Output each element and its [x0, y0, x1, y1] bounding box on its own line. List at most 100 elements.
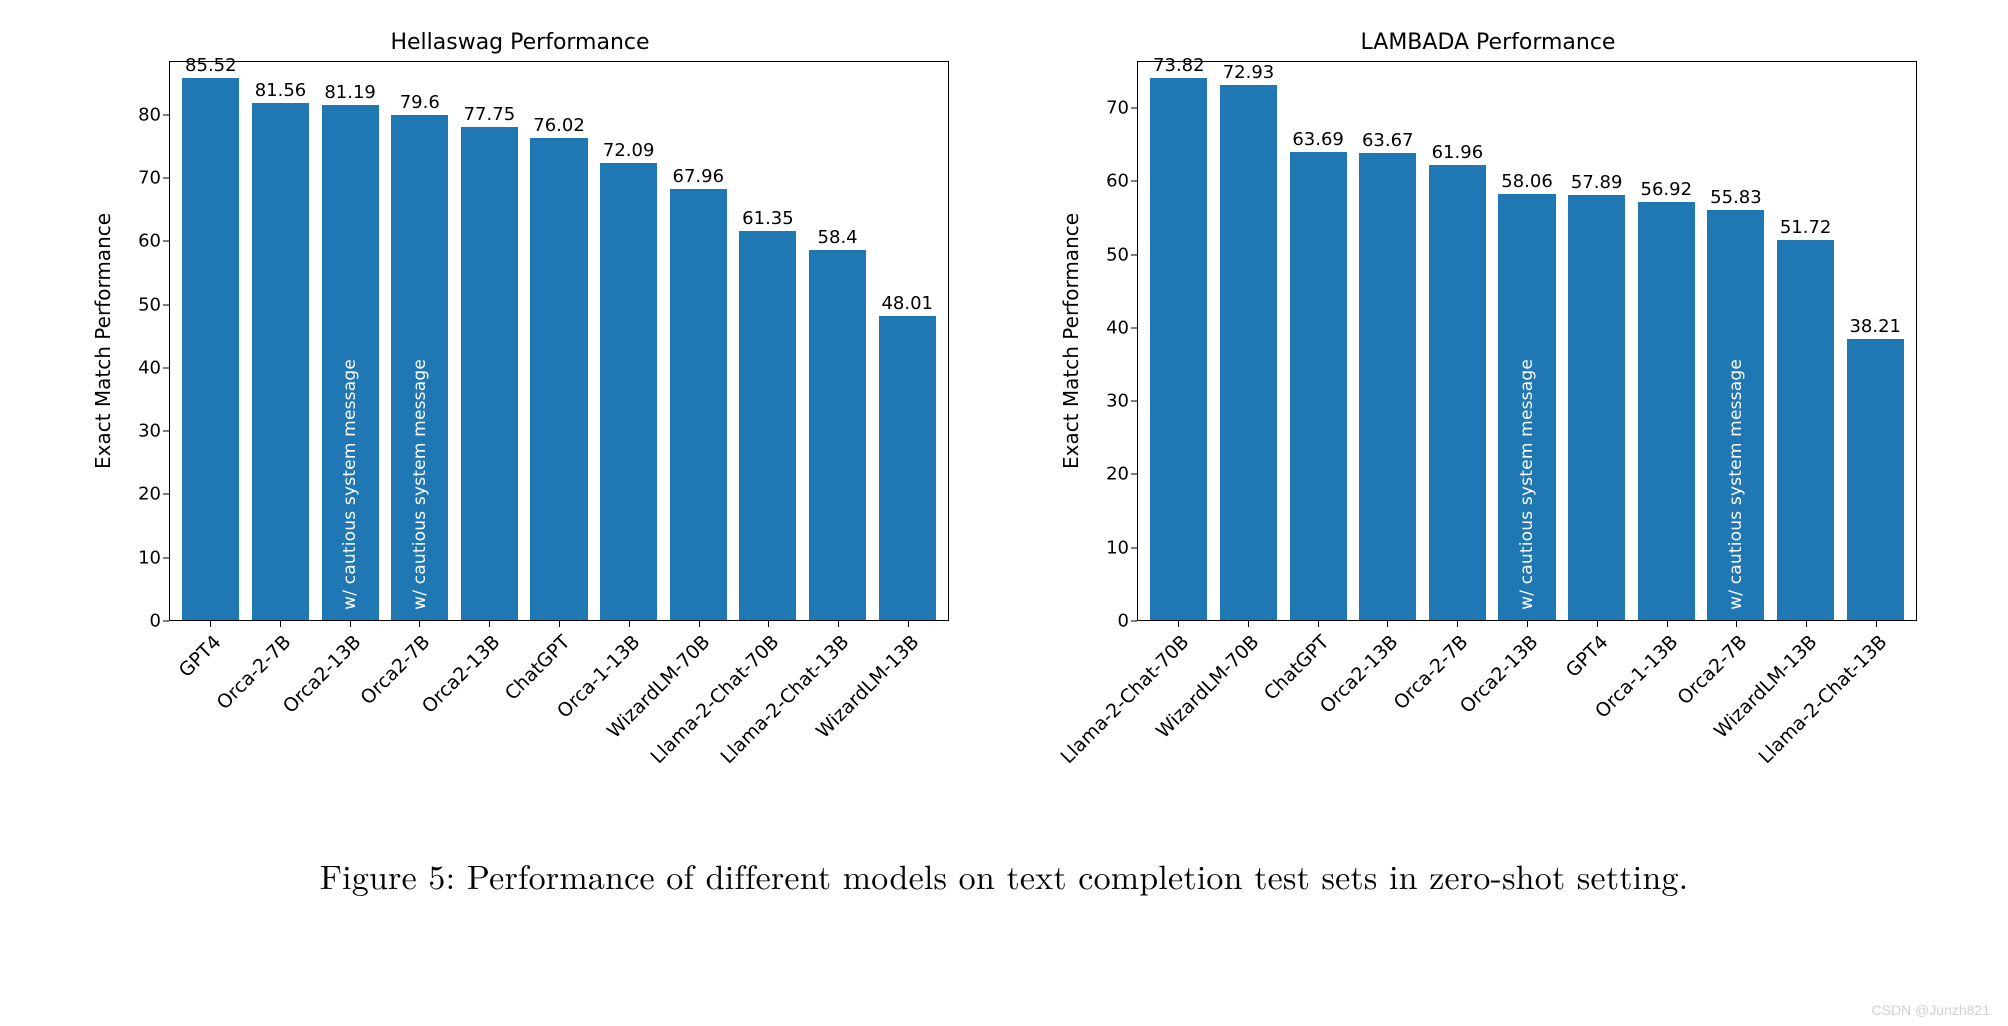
- x-tick-mark: [629, 621, 630, 627]
- bar-slot: 73.82: [1144, 62, 1214, 620]
- y-tick-label: 40: [138, 357, 161, 378]
- plot-wrap: Exact Match Performance 010203040506070 …: [1059, 61, 1917, 831]
- bar: 77.75: [461, 127, 518, 620]
- bar: 56.92: [1638, 202, 1695, 620]
- x-tick-mark: [1527, 621, 1528, 627]
- bar: 85.52: [182, 78, 239, 620]
- x-ticks: GPT4Orca-2-7BOrca2-13BOrca2-7BOrca2-13BC…: [169, 621, 949, 831]
- bar-value-label: 72.93: [1223, 62, 1275, 85]
- x-tick-mark: [1597, 621, 1598, 627]
- bar-slot: 72.93: [1214, 62, 1284, 620]
- y-tick-label: 50: [1106, 244, 1129, 265]
- x-tick-mark: [559, 621, 560, 627]
- plot-column: 73.8272.9363.6963.6761.9658.06w/ cautiou…: [1137, 61, 1917, 831]
- bar-note: w/ cautious system message: [340, 359, 360, 610]
- bar: 63.69: [1290, 152, 1347, 620]
- bar-value-label: 58.4: [818, 227, 858, 250]
- bar-slot: 63.67: [1353, 62, 1423, 620]
- bar-slot: 79.6w/ cautious system message: [385, 62, 455, 620]
- bar-slot: 77.75: [455, 62, 525, 620]
- bar: 67.96: [670, 189, 727, 620]
- y-axis: 010203040506070: [1089, 61, 1137, 621]
- y-tick-label: 20: [1106, 464, 1129, 485]
- bar-value-label: 57.89: [1571, 172, 1623, 195]
- bar: 73.82: [1150, 78, 1207, 620]
- bar: 38.21: [1847, 339, 1904, 620]
- bar-slot: 61.35: [733, 62, 803, 620]
- bar: 58.06w/ cautious system message: [1498, 194, 1555, 620]
- bar-slot: 85.52: [176, 62, 246, 620]
- x-tick-mark: [1876, 621, 1877, 627]
- y-tick-label: 0: [1118, 611, 1129, 632]
- bar-slot: 38.21: [1840, 62, 1910, 620]
- x-tick-slot: Orca2-13B: [454, 621, 524, 831]
- bar: 51.72: [1777, 240, 1834, 620]
- bar-value-label: 63.69: [1292, 129, 1344, 152]
- y-tick-label: 70: [138, 167, 161, 188]
- x-tick-mark: [1387, 621, 1388, 627]
- bar-value-label: 61.35: [742, 208, 794, 231]
- x-tick-slot: Orca2-13B: [315, 621, 385, 831]
- y-tick-label: 50: [138, 294, 161, 315]
- x-tick-mark: [280, 621, 281, 627]
- charts-row: Hellaswag Performance Exact Match Perfor…: [60, 30, 1948, 831]
- x-tick-slot: Orca-2-7B: [1422, 621, 1492, 831]
- x-tick-mark: [350, 621, 351, 627]
- y-tick-label: 80: [138, 104, 161, 125]
- x-tick-slot: Orca2-13B: [1352, 621, 1422, 831]
- bar-value-label: 77.75: [464, 104, 516, 127]
- y-tick-label: 30: [1106, 391, 1129, 412]
- bar-slot: 81.19w/ cautious system message: [315, 62, 385, 620]
- bar-value-label: 79.6: [400, 92, 440, 115]
- bar-value-label: 81.56: [255, 80, 307, 103]
- bar-value-label: 55.83: [1710, 187, 1762, 210]
- y-tick-label: 10: [1106, 537, 1129, 558]
- y-tick-label: 40: [1106, 317, 1129, 338]
- bar: 72.93: [1220, 85, 1277, 620]
- x-tick-mark: [419, 621, 420, 627]
- bar: 76.02: [530, 138, 587, 620]
- bar-note: w/ cautious system message: [1726, 359, 1746, 610]
- x-tick-mark: [908, 621, 909, 627]
- x-axis: GPT4Orca-2-7BOrca2-13BOrca2-7BOrca2-13BC…: [169, 621, 949, 831]
- watermark: CSDN @Junzh821: [1872, 1002, 1991, 1018]
- bar-slot: 61.96: [1423, 62, 1493, 620]
- x-tick-mark: [1178, 621, 1179, 627]
- x-ticks: Llama-2-Chat-70BWizardLM-70BChatGPTOrca2…: [1137, 621, 1917, 831]
- x-tick-slot: Orca-1-13B: [1632, 621, 1702, 831]
- x-tick-mark: [1806, 621, 1807, 627]
- bar: 55.83w/ cautious system message: [1707, 210, 1764, 620]
- bar-slot: 58.4: [803, 62, 873, 620]
- chart-panel-hellaswag: Hellaswag Performance Exact Match Perfor…: [60, 30, 980, 831]
- bar-value-label: 85.52: [185, 55, 237, 78]
- x-tick-label: GPT4: [1562, 631, 1613, 682]
- bars-container: 85.5281.5681.19w/ cautious system messag…: [170, 62, 948, 620]
- bar-slot: 51.72: [1771, 62, 1841, 620]
- bar-value-label: 63.67: [1362, 130, 1414, 153]
- y-axis-label: Exact Match Performance: [1059, 61, 1083, 621]
- bar-value-label: 51.72: [1780, 217, 1832, 240]
- bar: 72.09: [600, 163, 657, 620]
- bar-value-label: 72.09: [603, 140, 655, 163]
- bar: 48.01: [879, 316, 936, 620]
- page: Hellaswag Performance Exact Match Perfor…: [0, 0, 2008, 1026]
- bar: 81.56: [252, 103, 309, 620]
- bar-slot: 55.83 w/ cautious system message: [1701, 62, 1771, 620]
- bar-slot: 76.02: [524, 62, 594, 620]
- y-tick-label: 20: [138, 484, 161, 505]
- bar: 61.35: [739, 231, 796, 620]
- y-axis-label: Exact Match Performance: [91, 61, 115, 621]
- x-tick-mark: [1736, 621, 1737, 627]
- x-tick-mark: [768, 621, 769, 627]
- x-tick-slot: ChatGPT: [524, 621, 594, 831]
- x-tick-label: GPT4: [175, 631, 226, 682]
- chart-title: LAMBADA Performance: [1361, 30, 1616, 55]
- y-tick-label: 70: [1106, 97, 1129, 118]
- x-tick-label: Llama-2-Chat-70B: [1056, 631, 1193, 768]
- x-tick-slot: Llama-2-Chat-13B: [1841, 621, 1911, 831]
- y-tick-label: 60: [138, 231, 161, 252]
- bar-value-label: 76.02: [533, 115, 585, 138]
- y-tick-label: 0: [150, 611, 161, 632]
- plot-area: 73.8272.9363.6963.6761.9658.06w/ cautiou…: [1137, 61, 1917, 621]
- figure-caption: Figure 5: Performance of different model…: [60, 851, 1948, 899]
